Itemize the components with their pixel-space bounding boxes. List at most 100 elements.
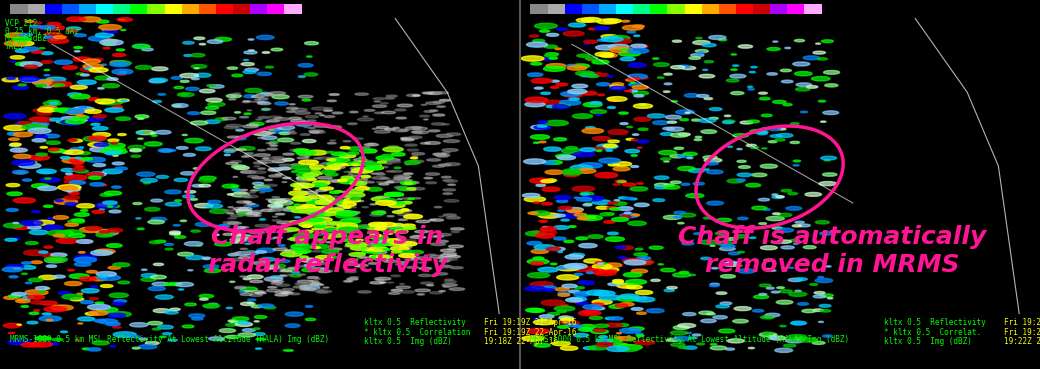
Ellipse shape xyxy=(317,176,332,179)
Ellipse shape xyxy=(535,125,551,129)
Ellipse shape xyxy=(96,203,118,208)
Ellipse shape xyxy=(775,348,792,352)
Ellipse shape xyxy=(748,89,754,90)
Ellipse shape xyxy=(749,347,754,349)
Ellipse shape xyxy=(625,279,647,284)
Ellipse shape xyxy=(118,281,130,284)
Ellipse shape xyxy=(255,251,266,253)
Ellipse shape xyxy=(137,228,145,230)
Ellipse shape xyxy=(72,162,83,165)
Ellipse shape xyxy=(44,25,64,30)
Ellipse shape xyxy=(383,147,404,152)
Ellipse shape xyxy=(709,117,719,120)
Ellipse shape xyxy=(527,336,546,340)
Ellipse shape xyxy=(678,341,684,342)
Ellipse shape xyxy=(301,121,310,124)
Ellipse shape xyxy=(309,261,322,263)
Ellipse shape xyxy=(393,194,404,196)
Ellipse shape xyxy=(286,107,297,109)
Ellipse shape xyxy=(349,211,360,214)
Ellipse shape xyxy=(562,321,579,325)
Ellipse shape xyxy=(450,267,463,269)
Ellipse shape xyxy=(268,204,283,208)
Ellipse shape xyxy=(734,235,748,238)
Ellipse shape xyxy=(542,289,554,291)
Ellipse shape xyxy=(148,220,164,224)
Ellipse shape xyxy=(353,138,363,139)
Ellipse shape xyxy=(16,172,25,174)
Ellipse shape xyxy=(22,124,45,130)
Ellipse shape xyxy=(27,321,37,324)
Ellipse shape xyxy=(623,183,635,186)
Ellipse shape xyxy=(573,266,583,268)
Ellipse shape xyxy=(367,144,374,145)
Ellipse shape xyxy=(408,137,418,139)
Ellipse shape xyxy=(570,297,587,301)
Text: Fri 19:22Z 22-Apr-16: Fri 19:22Z 22-Apr-16 xyxy=(1004,318,1040,327)
Ellipse shape xyxy=(770,270,776,271)
Ellipse shape xyxy=(14,132,32,137)
Ellipse shape xyxy=(609,305,624,308)
Ellipse shape xyxy=(14,223,19,224)
Ellipse shape xyxy=(606,150,613,151)
Ellipse shape xyxy=(262,109,267,110)
Ellipse shape xyxy=(31,184,49,188)
Ellipse shape xyxy=(87,348,101,351)
Ellipse shape xyxy=(17,324,22,325)
Ellipse shape xyxy=(607,207,618,209)
Ellipse shape xyxy=(228,254,238,256)
Ellipse shape xyxy=(823,111,838,115)
Ellipse shape xyxy=(105,108,124,112)
Ellipse shape xyxy=(68,191,73,192)
Ellipse shape xyxy=(235,112,240,113)
Ellipse shape xyxy=(737,269,755,273)
Ellipse shape xyxy=(116,49,125,51)
Ellipse shape xyxy=(570,253,584,257)
Ellipse shape xyxy=(181,172,194,175)
Ellipse shape xyxy=(769,334,775,335)
Ellipse shape xyxy=(682,313,696,316)
Ellipse shape xyxy=(769,337,778,339)
Ellipse shape xyxy=(106,244,122,247)
Ellipse shape xyxy=(337,225,359,230)
Ellipse shape xyxy=(108,266,121,269)
Ellipse shape xyxy=(554,237,566,240)
Ellipse shape xyxy=(340,146,349,149)
Ellipse shape xyxy=(335,207,346,209)
Ellipse shape xyxy=(434,235,444,237)
Ellipse shape xyxy=(771,135,782,137)
Ellipse shape xyxy=(292,248,302,249)
Ellipse shape xyxy=(103,42,115,46)
Ellipse shape xyxy=(178,93,194,97)
Ellipse shape xyxy=(239,238,254,241)
Ellipse shape xyxy=(778,213,791,217)
Ellipse shape xyxy=(392,211,404,213)
Ellipse shape xyxy=(60,156,70,159)
Ellipse shape xyxy=(148,321,162,325)
Ellipse shape xyxy=(137,118,144,120)
Ellipse shape xyxy=(328,179,340,182)
Ellipse shape xyxy=(309,127,315,128)
Ellipse shape xyxy=(534,202,540,203)
Ellipse shape xyxy=(346,153,359,155)
Ellipse shape xyxy=(57,184,81,190)
Ellipse shape xyxy=(298,193,311,195)
Ellipse shape xyxy=(609,85,620,87)
Ellipse shape xyxy=(228,136,239,138)
Ellipse shape xyxy=(308,218,324,222)
Ellipse shape xyxy=(174,178,187,182)
Ellipse shape xyxy=(265,269,270,270)
Ellipse shape xyxy=(191,317,203,320)
Ellipse shape xyxy=(785,339,804,343)
Ellipse shape xyxy=(214,37,231,41)
Ellipse shape xyxy=(378,196,387,198)
Ellipse shape xyxy=(400,209,409,211)
Ellipse shape xyxy=(95,76,111,80)
FancyBboxPatch shape xyxy=(251,4,267,14)
Ellipse shape xyxy=(776,300,792,304)
Ellipse shape xyxy=(226,324,237,326)
Ellipse shape xyxy=(617,283,636,288)
Ellipse shape xyxy=(534,320,555,325)
Ellipse shape xyxy=(400,181,416,185)
Ellipse shape xyxy=(635,290,653,294)
